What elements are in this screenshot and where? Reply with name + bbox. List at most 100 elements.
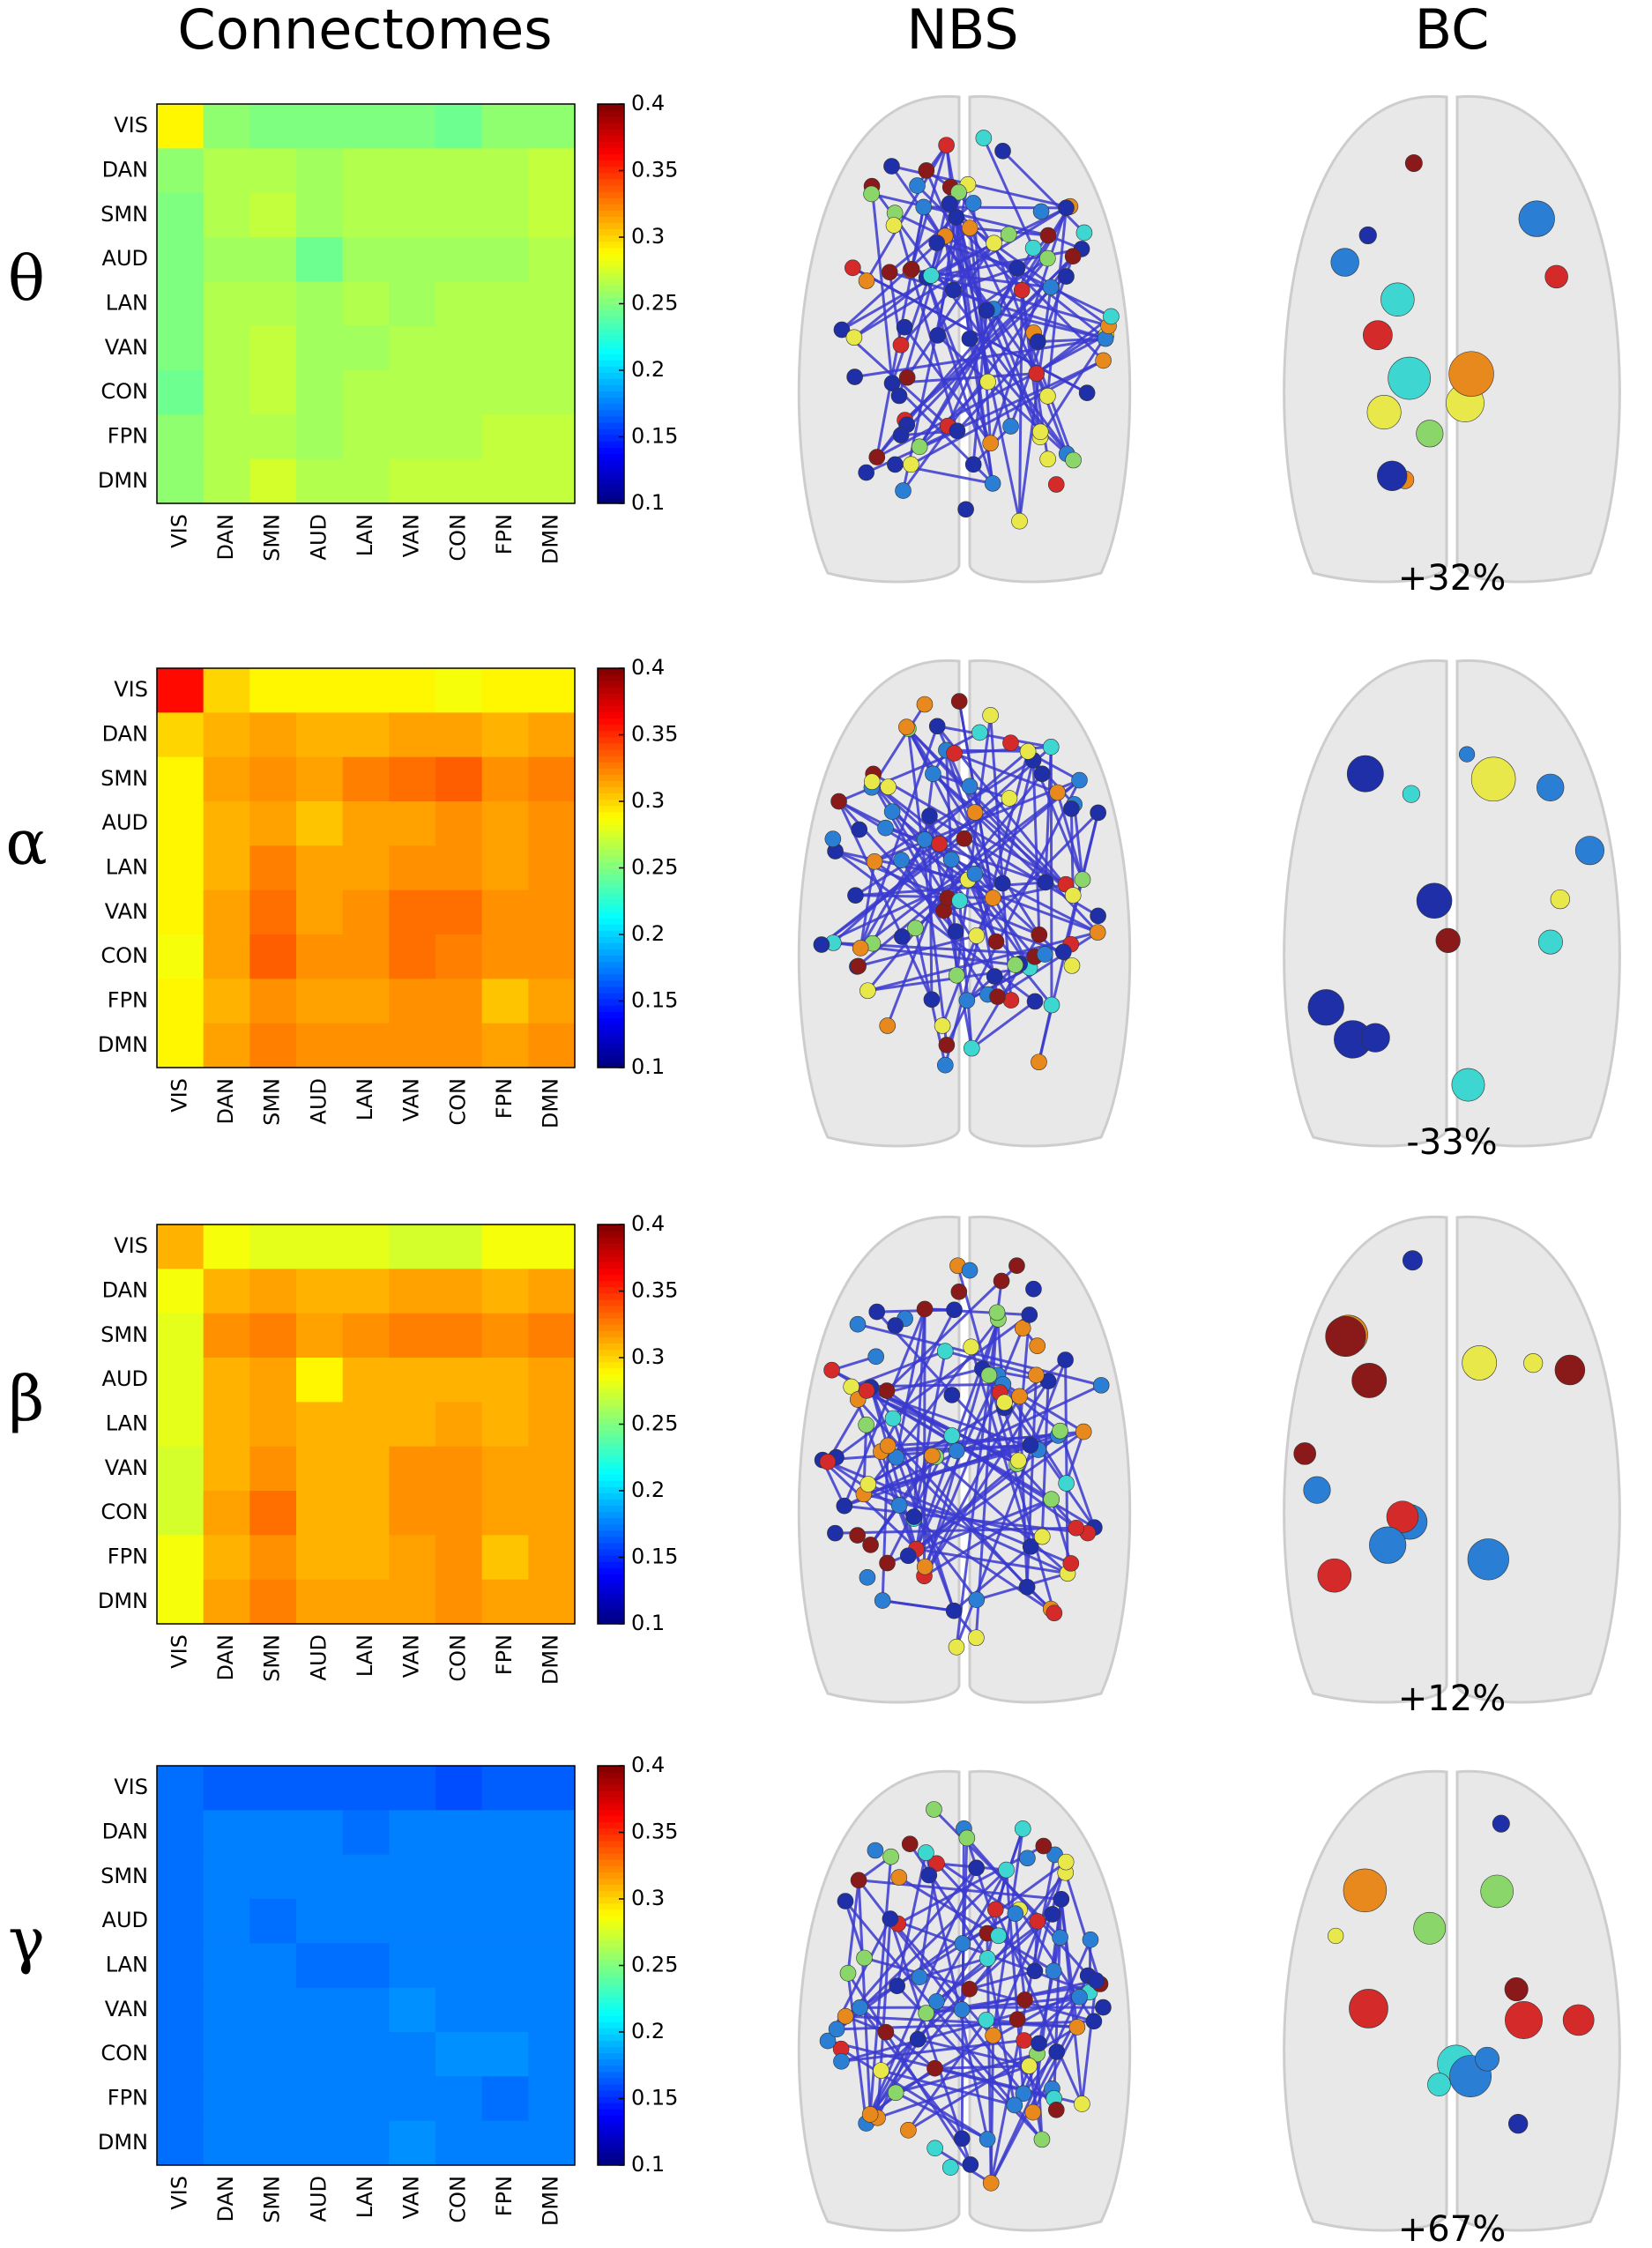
connection <box>857 1398 1029 1589</box>
x-tick-label: CON <box>445 514 470 562</box>
heatmap-cell <box>249 1579 297 1625</box>
x-tick-label: DAN <box>213 2176 238 2222</box>
heatmap-cell <box>481 414 529 460</box>
brain-node <box>1435 927 1461 953</box>
colorbar-swatch <box>598 1424 624 1432</box>
brain-node <box>889 1977 905 1995</box>
brain-node <box>1021 2058 1038 2074</box>
y-tick-label: DAN <box>102 158 148 182</box>
heatmap-cell <box>481 801 529 846</box>
colorbar-tick-label: 0.35 <box>631 1278 678 1303</box>
heatmap-cell <box>203 1313 250 1358</box>
connection <box>925 277 993 444</box>
heatmap-cell <box>435 1224 483 1269</box>
colorbar-swatch <box>598 823 624 831</box>
connection <box>859 2006 936 2070</box>
x-tick-label: AUD <box>306 1634 331 1680</box>
colorbar-swatch <box>598 830 624 837</box>
brain-node <box>954 1935 971 1952</box>
brain-node <box>1068 2019 1086 2036</box>
colorbar-swatch <box>598 1042 624 1050</box>
heatmap-cell <box>481 1579 529 1625</box>
heatmap-cell <box>342 1899 390 1944</box>
colorbar-swatch <box>598 1054 624 1062</box>
colorbar-swatch <box>598 372 624 379</box>
colorbar-swatch <box>598 216 624 223</box>
colorbar-swatch <box>598 141 624 149</box>
brain-node <box>1293 1442 1316 1465</box>
brain-node <box>866 853 883 870</box>
brain-node <box>1307 989 1344 1026</box>
connection <box>935 1862 1037 1972</box>
connection <box>1005 1869 1025 2094</box>
brain-node <box>918 2005 934 2021</box>
colorbar-swatch <box>598 1430 624 1438</box>
colorbar-swatch <box>598 762 624 769</box>
heatmap-cell <box>528 2120 576 2166</box>
connection <box>1046 207 1068 397</box>
heatmap-cell <box>249 104 297 149</box>
brain-node <box>993 875 1011 892</box>
colorbar-swatch <box>598 1790 624 1798</box>
brain-node <box>1046 1604 1063 1622</box>
colorbar-swatch <box>598 1617 624 1625</box>
heatmap-cell <box>389 668 436 713</box>
column-header: Connectomes <box>177 0 552 62</box>
heatmap-cell <box>157 1535 205 1581</box>
colorbar-swatch <box>598 2083 624 2091</box>
colorbar-swatch <box>598 2158 624 2166</box>
brain-node <box>1029 1913 1046 1930</box>
colorbar-swatch <box>598 178 624 186</box>
heatmap-cell <box>389 148 436 194</box>
connection <box>932 772 1046 884</box>
brain-node <box>849 1315 867 1333</box>
colorbar-swatch <box>598 104 624 111</box>
heatmap-cell <box>157 237 205 282</box>
brain-node <box>923 991 941 1009</box>
brain-node <box>863 773 881 790</box>
colorbar-swatch <box>598 2140 624 2148</box>
brain-node <box>928 718 946 735</box>
heatmap-cell <box>157 1810 205 1856</box>
colorbar-swatch <box>598 749 624 756</box>
brain-node <box>942 851 960 868</box>
colorbar-swatch <box>598 1061 624 1068</box>
y-tick-label: DMN <box>98 468 148 493</box>
heatmap-cell <box>296 1854 344 1900</box>
heatmap-cell <box>389 979 436 1024</box>
heatmap-cell <box>249 890 297 935</box>
heatmap-cell <box>389 1579 436 1625</box>
colorbar-swatch <box>598 1915 624 1923</box>
brain-node <box>1039 450 1056 468</box>
heatmap-cell <box>528 1313 576 1358</box>
colorbar-swatch <box>598 360 624 367</box>
brain-node <box>1092 1377 1110 1394</box>
heatmap-cell <box>296 1579 344 1625</box>
connection <box>895 2091 988 2141</box>
brain-node <box>1039 227 1057 244</box>
heatmap-cell <box>296 1766 344 1811</box>
colorbar-swatch <box>598 316 624 324</box>
connection <box>973 873 998 942</box>
x-tick-label: FPN <box>492 1634 517 1675</box>
heatmap-cell <box>296 192 344 238</box>
colorbar-swatch <box>598 1011 624 1018</box>
brain-node <box>943 1387 961 1403</box>
connection <box>936 725 1052 748</box>
heatmap-cell <box>528 2032 576 2077</box>
heatmap-cell <box>203 1224 250 1269</box>
heatmap-cell <box>389 1313 436 1358</box>
brain-node <box>1016 1991 1033 2008</box>
colorbar-swatch <box>598 1511 624 1519</box>
colorbar-tick-label: 0.3 <box>631 224 665 249</box>
brain-node <box>1032 203 1050 220</box>
heatmap-cell <box>342 979 390 1024</box>
heatmap-cell <box>481 104 529 149</box>
brain-node <box>968 1859 985 1877</box>
colorbar-tick-label: 0.35 <box>631 722 678 747</box>
colorbar-tick-label: 0.25 <box>631 1411 678 1436</box>
heatmap-cell <box>157 1943 205 1989</box>
colorbar-tick-label: 0.1 <box>631 1054 665 1079</box>
colorbar-swatch <box>598 366 624 373</box>
colorbar-swatch <box>598 123 624 130</box>
